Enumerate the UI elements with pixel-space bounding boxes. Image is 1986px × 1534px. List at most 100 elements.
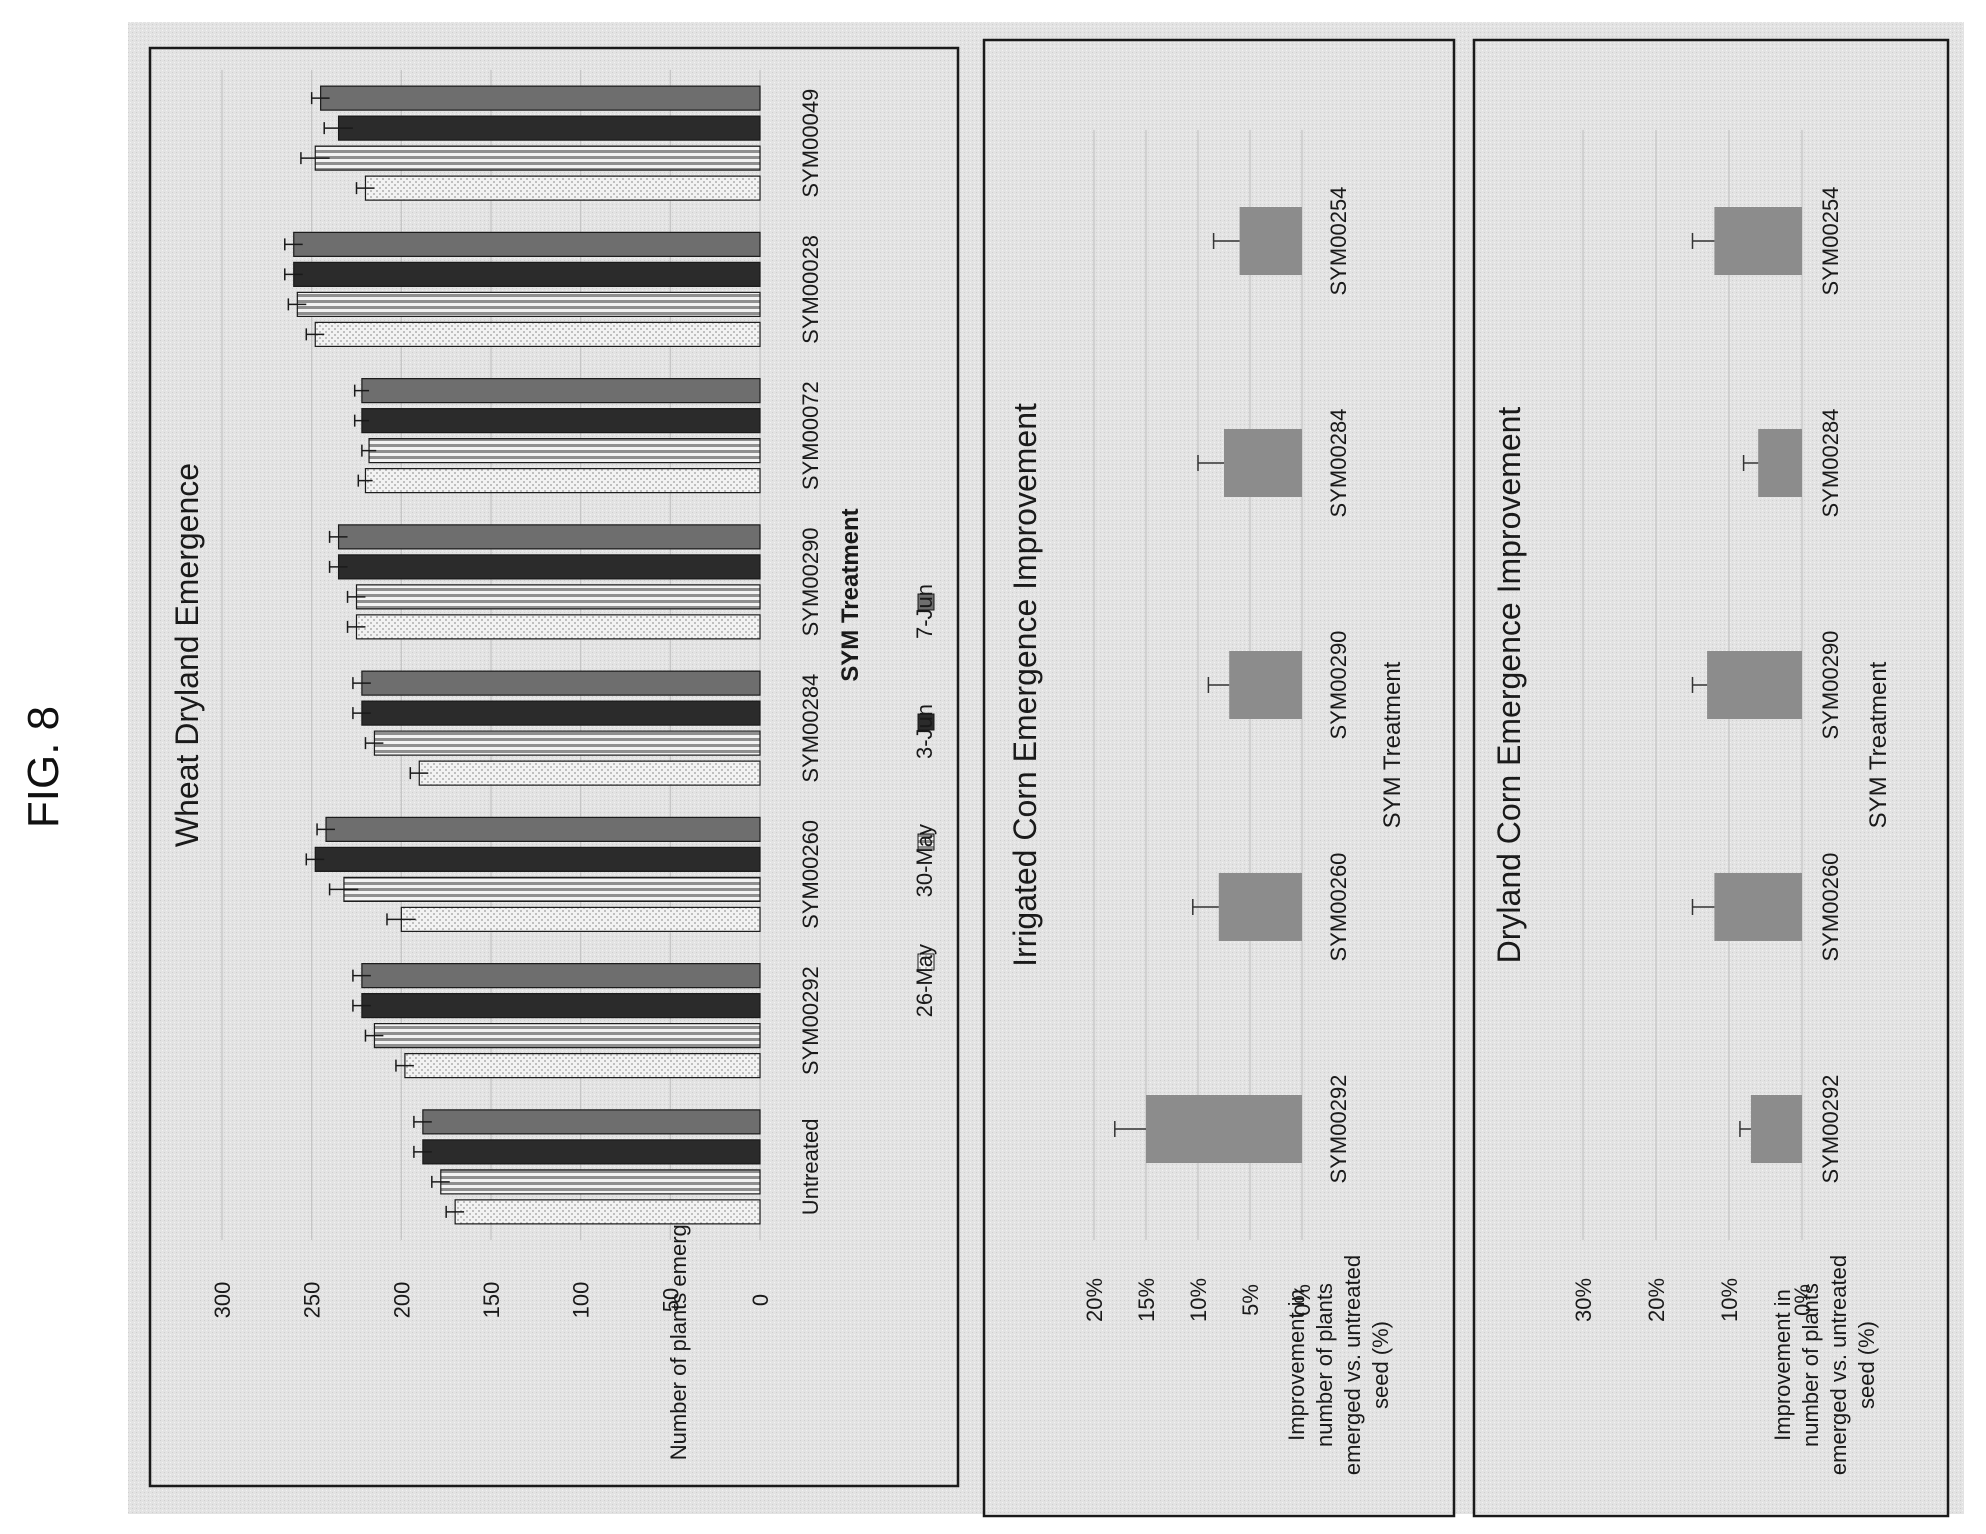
- bar: [364, 468, 761, 494]
- chart-2: 0% 5% 10% 15% 20% Irrigated Corn Emergence Im…: [982, 38, 1456, 1518]
- y-axis-label-line: number of plants: [1798, 1283, 1823, 1447]
- bar: [355, 614, 761, 640]
- category-label: SYM00292: [1818, 1075, 1843, 1184]
- category-label: SYM00284: [1818, 409, 1843, 518]
- bar: [337, 115, 761, 141]
- legend-label: 30-May: [912, 824, 937, 897]
- y-tick-label: 150: [479, 1282, 504, 1319]
- category-label: SYM00290: [798, 527, 823, 636]
- x-axis-label: SYM Treatment: [837, 508, 864, 681]
- bar: [1239, 207, 1302, 275]
- bar: [373, 730, 761, 756]
- y-tick-label: 300: [210, 1282, 235, 1319]
- category-label: SYM00028: [798, 235, 823, 344]
- y-axis-label-lines: Improvement in number of plants emerged vs…: [1770, 1255, 1879, 1475]
- bar: [293, 261, 761, 287]
- bar: [422, 1139, 761, 1165]
- y-tick-label: 20%: [1082, 1278, 1107, 1322]
- legend-label: 26-May: [912, 944, 937, 1017]
- figure-label: FIG. 8: [19, 706, 68, 828]
- bar: [368, 438, 761, 464]
- x-axis-label: SYM Treatment: [1865, 661, 1892, 828]
- bar: [1224, 429, 1302, 497]
- y-axis-label-line: Number of plants emerged: [666, 1200, 691, 1460]
- y-tick-label: 0%: [1790, 1284, 1815, 1316]
- bar: [1218, 873, 1302, 941]
- bar: [296, 291, 761, 317]
- bar: [320, 85, 761, 111]
- category-label: SYM00254: [1326, 187, 1351, 296]
- figure-label-text: FIG. 8: [19, 706, 68, 828]
- bar: [314, 321, 761, 347]
- y-axis-label-line: seed (%): [1854, 1321, 1879, 1409]
- y-tick-label: 10%: [1717, 1278, 1742, 1322]
- chart-frame: [982, 38, 1456, 1518]
- bar: [454, 1199, 761, 1225]
- category-label: SYM00290: [1818, 631, 1843, 740]
- y-axis-label-lines: Improvement in number of plants emerged vs…: [1284, 1255, 1393, 1475]
- bar: [1750, 1095, 1802, 1163]
- bar: [314, 846, 761, 872]
- bar: [361, 963, 761, 989]
- bar: [1229, 651, 1302, 719]
- y-tick-label: 15%: [1134, 1278, 1159, 1322]
- category-label: SYM00292: [798, 966, 823, 1075]
- y-axis-label-line: seed (%): [1368, 1321, 1393, 1409]
- legend-swatch: [917, 833, 935, 851]
- bar: [1758, 429, 1802, 497]
- y-axis-label-lines: Number of plants emerged: [666, 1200, 691, 1460]
- category-label: SYM00260: [1326, 853, 1351, 962]
- bar: [361, 700, 761, 726]
- y-tick-label: 10%: [1186, 1278, 1211, 1322]
- category-label: SYM00072: [798, 381, 823, 490]
- category-label: Untreated: [798, 1119, 823, 1216]
- y-tick-label: 20%: [1644, 1278, 1669, 1322]
- y-tick-label: 0: [748, 1294, 773, 1306]
- bar: [418, 760, 761, 786]
- category-label: SYM00260: [798, 820, 823, 929]
- y-tick-label: 50: [658, 1288, 683, 1312]
- category-label: SYM00254: [1818, 187, 1843, 296]
- bar: [1714, 207, 1802, 275]
- legend-swatch: [917, 593, 935, 611]
- chart-frame: [1472, 38, 1950, 1518]
- bar: [361, 993, 761, 1019]
- y-tick-label: 0%: [1290, 1284, 1315, 1316]
- bar: [337, 524, 761, 550]
- bar: [343, 876, 761, 902]
- bar: [337, 554, 761, 580]
- category-label: SYM00292: [1326, 1075, 1351, 1184]
- bar: [373, 1023, 761, 1049]
- bar: [364, 175, 761, 201]
- bar: [325, 816, 761, 842]
- x-axis-label: SYM Treatment: [1379, 661, 1406, 828]
- bar: [293, 231, 761, 257]
- category-label: SYM00260: [1818, 853, 1843, 962]
- bar: [361, 408, 761, 434]
- category-label: SYM00049: [798, 89, 823, 198]
- y-axis-label-line: emerged vs. untreated: [1826, 1255, 1851, 1475]
- bar: [1146, 1095, 1302, 1163]
- y-axis-label-line: number of plants: [1312, 1283, 1337, 1447]
- bar: [361, 378, 761, 404]
- legend: 26-May 30-May 3-Jun 7-Jun: [912, 584, 937, 1017]
- y-tick-label: 100: [569, 1282, 594, 1319]
- legend-swatch: [917, 713, 935, 731]
- bar: [400, 906, 761, 932]
- bar: [1707, 651, 1802, 719]
- category-label: SYM00290: [1326, 631, 1351, 740]
- legend-label: 3-Jun: [912, 704, 937, 759]
- bar: [404, 1053, 761, 1079]
- chart-title: Wheat Dryland Emergence: [169, 463, 205, 847]
- chart-title: Irrigated Corn Emergence Improvement: [1007, 403, 1043, 967]
- bar: [422, 1109, 761, 1135]
- y-tick-label: 200: [389, 1282, 414, 1319]
- bar: [440, 1169, 761, 1195]
- chart-1: 0 50 100 150 200 250 300 Wheat Dryland Emergenc…: [148, 46, 960, 1488]
- y-axis-label-line: Improvement in: [1770, 1289, 1795, 1441]
- bar: [361, 670, 761, 696]
- y-axis-label-line: Improvement in: [1284, 1289, 1309, 1441]
- legend-swatch: [917, 953, 935, 971]
- y-axis-label-line: emerged vs. untreated: [1340, 1255, 1365, 1475]
